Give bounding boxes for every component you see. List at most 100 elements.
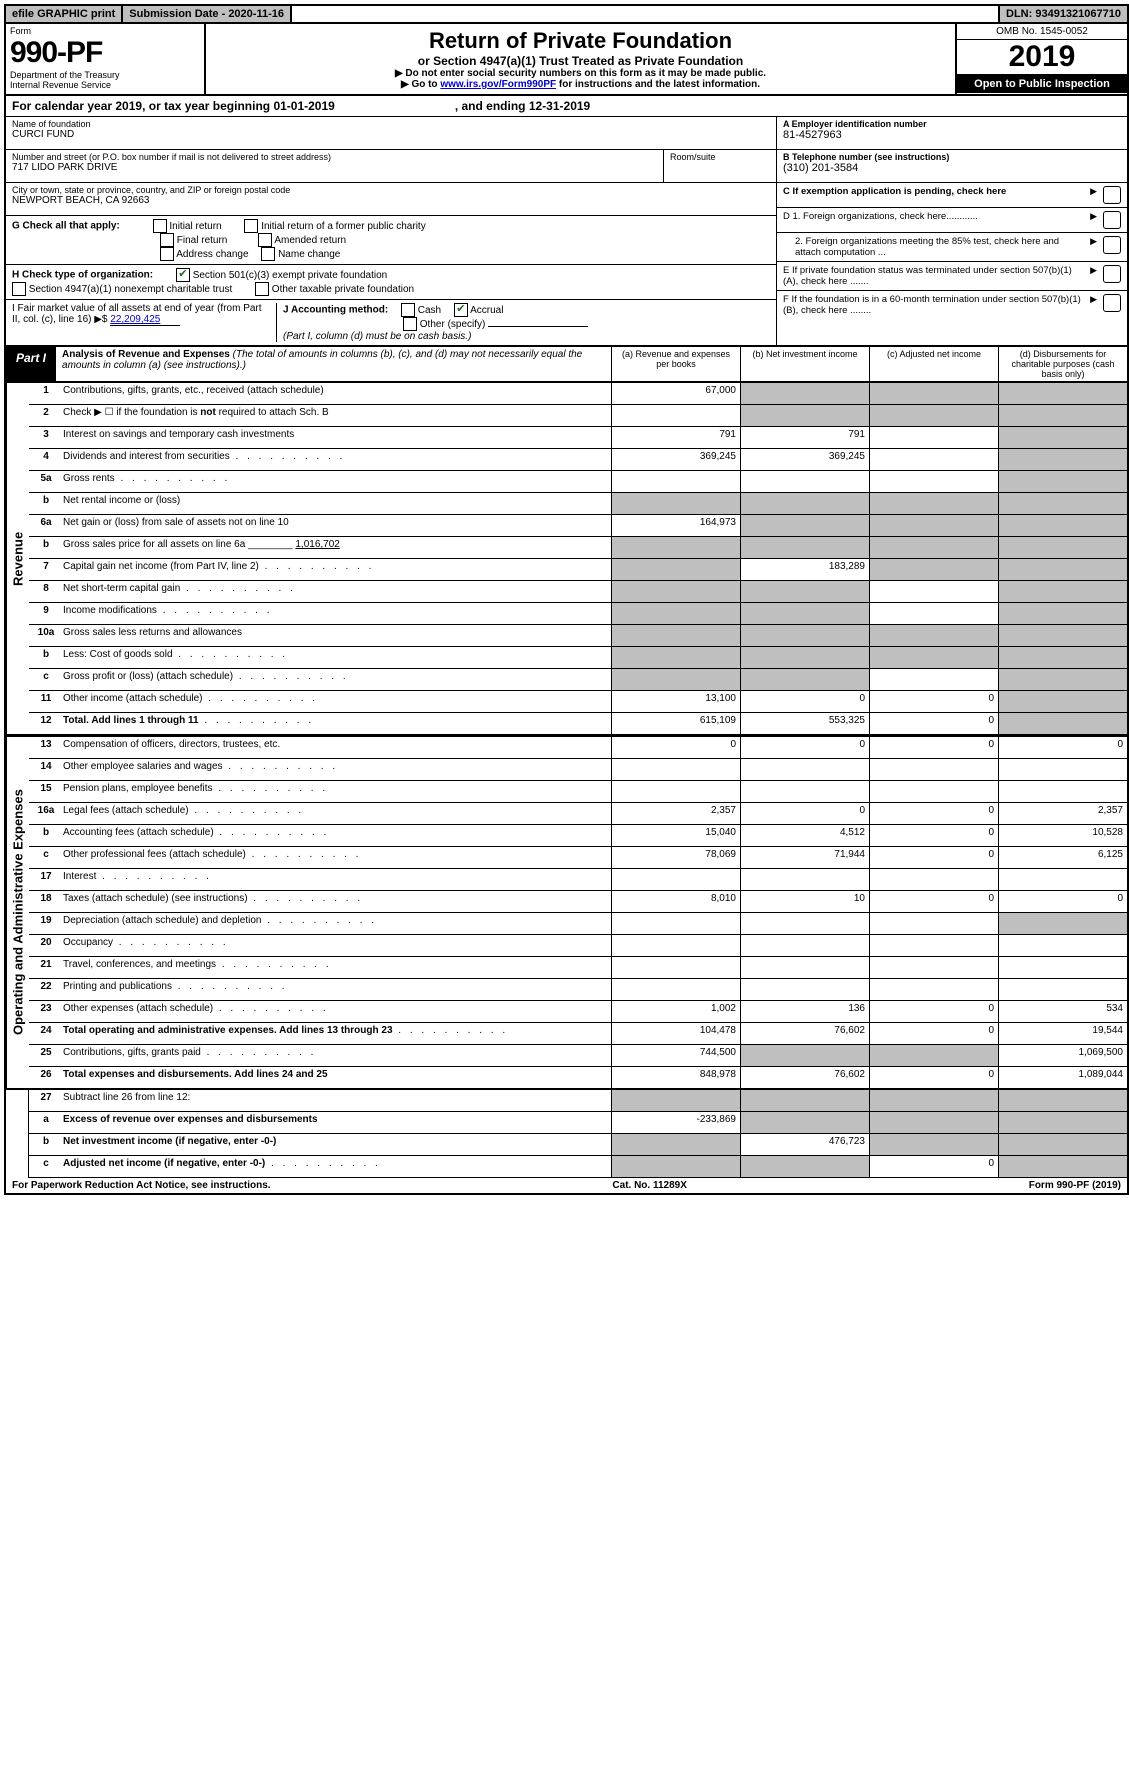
- cell-b: [740, 603, 869, 624]
- revenue-section: Revenue 1Contributions, gifts, grants, e…: [6, 382, 1127, 735]
- cb-501c3[interactable]: [176, 268, 190, 282]
- table-row: 5aGross rents: [29, 471, 1127, 493]
- cb-accrual[interactable]: [454, 303, 468, 317]
- j-label: J Accounting method:: [283, 305, 388, 316]
- cell-a: 164,973: [611, 515, 740, 536]
- cb-e[interactable]: [1103, 265, 1121, 283]
- cb-final-return[interactable]: [160, 233, 174, 247]
- row-number: 6a: [29, 515, 63, 536]
- cb-amended[interactable]: [258, 233, 272, 247]
- irs-link[interactable]: www.irs.gov/Form990PF: [440, 79, 556, 90]
- cell-b: 791: [740, 427, 869, 448]
- cell-c: [869, 405, 998, 426]
- cb-name-change[interactable]: [261, 247, 275, 261]
- row-number: 11: [29, 691, 63, 712]
- cell-b: 553,325: [740, 713, 869, 734]
- table-row: cAdjusted net income (if negative, enter…: [29, 1156, 1127, 1178]
- address-value: 717 LIDO PARK DRIVE: [12, 162, 657, 173]
- cb-address-change[interactable]: [160, 247, 174, 261]
- row-number: a: [29, 1112, 63, 1133]
- arrow-icon: [1090, 211, 1099, 222]
- expenses-section: Operating and Administrative Expenses 13…: [6, 735, 1127, 1089]
- cell-d: [998, 405, 1127, 426]
- efile-print-button[interactable]: efile GRAPHIC print: [6, 6, 123, 22]
- item-c: C If exemption application is pending, c…: [777, 183, 1127, 208]
- cb-c[interactable]: [1103, 186, 1121, 204]
- cb-4947[interactable]: [12, 282, 26, 296]
- table-row: bNet investment income (if negative, ent…: [29, 1134, 1127, 1156]
- instruction-1: ▶ Do not enter social security numbers o…: [210, 68, 951, 79]
- cell-c: 0: [869, 1001, 998, 1022]
- cb-f[interactable]: [1103, 294, 1121, 312]
- cell-b: 136: [740, 1001, 869, 1022]
- omb-number: OMB No. 1545-0052: [957, 24, 1127, 40]
- row-number: 21: [29, 957, 63, 978]
- footer-right: Form 990-PF (2019): [1029, 1180, 1121, 1191]
- item-d1: D 1. Foreign organizations, check here..…: [777, 208, 1127, 233]
- row-number: 23: [29, 1001, 63, 1022]
- row-number: 13: [29, 737, 63, 758]
- cell-a: [611, 537, 740, 558]
- item-f: F If the foundation is in a 60-month ter…: [777, 291, 1127, 319]
- d2-label: 2. Foreign organizations meeting the 85%…: [783, 236, 1086, 258]
- table-row: 24Total operating and administrative exp…: [29, 1023, 1127, 1045]
- h-label: H Check type of organization:: [12, 270, 153, 281]
- dln-number: DLN: 93491321067710: [998, 6, 1127, 22]
- table-row: 6aNet gain or (loss) from sale of assets…: [29, 515, 1127, 537]
- row-label: Legal fees (attach schedule): [63, 803, 611, 824]
- suite-label: Room/suite: [670, 152, 770, 162]
- table-row: bAccounting fees (attach schedule)15,040…: [29, 825, 1127, 847]
- row-number: 2: [29, 405, 63, 426]
- cell-b: [740, 669, 869, 690]
- row-number: 3: [29, 427, 63, 448]
- cell-d: [998, 493, 1127, 514]
- table-row: 25Contributions, gifts, grants paid744,5…: [29, 1045, 1127, 1067]
- row-label: Pension plans, employee benefits: [63, 781, 611, 802]
- table-row: 22Printing and publications: [29, 979, 1127, 1001]
- cell-b: [740, 581, 869, 602]
- cell-d: 1,069,500: [998, 1045, 1127, 1066]
- cell-b: 71,944: [740, 847, 869, 868]
- form-page: efile GRAPHIC print Submission Date - 20…: [4, 4, 1129, 1195]
- cb-other-method[interactable]: [403, 317, 417, 331]
- cb-initial-return[interactable]: [153, 219, 167, 233]
- cell-b: [740, 1045, 869, 1066]
- row-label: Taxes (attach schedule) (see instruction…: [63, 891, 611, 912]
- other-specify-blank: [488, 326, 588, 327]
- foundation-name-cell: Name of foundation CURCI FUND: [6, 117, 776, 149]
- col-b-header: (b) Net investment income: [740, 347, 869, 381]
- cb-d2[interactable]: [1103, 236, 1121, 254]
- row-number: b: [29, 825, 63, 846]
- cell-c: [869, 781, 998, 802]
- part1-desc: Analysis of Revenue and Expenses (The to…: [56, 347, 611, 381]
- col-d-header: (d) Disbursements for charitable purpose…: [998, 347, 1127, 381]
- arrow-icon: [1090, 236, 1099, 247]
- cell-a: 1,002: [611, 1001, 740, 1022]
- arrow-icon: [1090, 265, 1099, 276]
- cell-a: [611, 581, 740, 602]
- table-row: 20Occupancy: [29, 935, 1127, 957]
- cb-cash[interactable]: [401, 303, 415, 317]
- row-label: Net investment income (if negative, ente…: [63, 1134, 611, 1155]
- cb-other-taxable[interactable]: [255, 282, 269, 296]
- opt-final: Final return: [177, 235, 228, 246]
- address-cell: Number and street (or P.O. box number if…: [6, 150, 664, 182]
- fmv-value: 22,209,425: [110, 314, 180, 326]
- opt-addrchange: Address change: [176, 249, 248, 260]
- table-row: cOther professional fees (attach schedul…: [29, 847, 1127, 869]
- cell-d: [998, 427, 1127, 448]
- b-label: B Telephone number (see instructions): [783, 152, 949, 162]
- cb-d1[interactable]: [1103, 211, 1121, 229]
- arrow-icon: [1090, 294, 1099, 305]
- cell-b: [740, 957, 869, 978]
- row-label: Other employee salaries and wages: [63, 759, 611, 780]
- d1-label: D 1. Foreign organizations, check here..…: [783, 211, 1086, 222]
- info-right: A Employer identification number 81-4527…: [776, 117, 1127, 345]
- row-number: 7: [29, 559, 63, 580]
- section-g: G Check all that apply: Initial return I…: [6, 216, 776, 265]
- row-label: Depreciation (attach schedule) and deple…: [63, 913, 611, 934]
- info-left: Name of foundation CURCI FUND Number and…: [6, 117, 776, 345]
- row-label: Gross sales less returns and allowances: [63, 625, 611, 646]
- cb-initial-former[interactable]: [244, 219, 258, 233]
- row-number: 22: [29, 979, 63, 1000]
